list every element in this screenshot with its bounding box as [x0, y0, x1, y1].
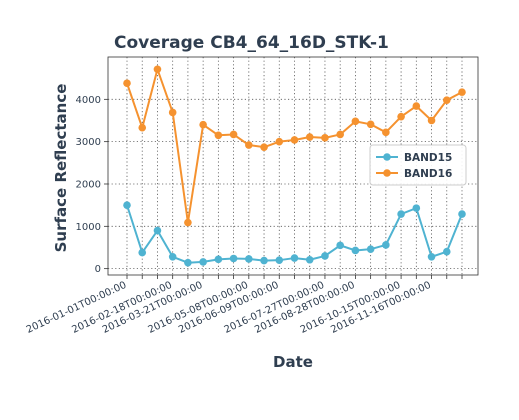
- legend-item-band15: BAND15: [376, 152, 452, 164]
- data-point-band16: [305, 133, 314, 141]
- y-tick-label: 0: [95, 264, 101, 275]
- data-point-band15: [397, 210, 405, 218]
- data-point-band16: [275, 137, 284, 146]
- data-point-band15: [305, 255, 314, 264]
- data-point-band16: [138, 123, 147, 132]
- data-point-band15: [321, 252, 329, 260]
- data-point-band15: [138, 248, 147, 257]
- data-point-band15: [290, 254, 299, 262]
- y-tick-label: 3000: [76, 137, 101, 148]
- data-point-band16: [153, 65, 162, 74]
- data-point-band15: [366, 245, 375, 253]
- data-point-band15: [351, 246, 360, 255]
- data-point-band15: [382, 241, 390, 249]
- data-point-band15: [336, 241, 344, 250]
- y-axis-ticks: 0 1000 2000 3000 4000: [76, 95, 108, 275]
- data-point-band16: [260, 143, 268, 151]
- legend-swatch-marker: [383, 153, 391, 161]
- legend-label: BAND16: [404, 168, 452, 180]
- data-point-band16: [245, 141, 253, 149]
- data-point-band15: [229, 254, 238, 263]
- data-point-band15: [153, 226, 162, 235]
- data-point-band15: [245, 255, 253, 263]
- x-axis-ticks: 2016-01-01T00:00:002016-02-18T00:00:0020…: [25, 275, 463, 336]
- data-point-band15: [184, 258, 192, 267]
- data-point-band16: [366, 120, 375, 129]
- chart-title: Coverage CB4_64_16D_STK-1: [114, 33, 389, 53]
- data-point-band16: [321, 134, 329, 142]
- data-point-band16: [458, 88, 466, 96]
- data-point-band15: [412, 204, 421, 212]
- data-point-band16: [214, 131, 223, 140]
- series-band16: [123, 65, 466, 227]
- data-point-band16: [184, 218, 192, 227]
- data-point-band15: [458, 210, 466, 218]
- y-axis-label: Surface Reflectance: [52, 84, 70, 253]
- data-point-band16: [229, 130, 238, 139]
- data-point-band16: [442, 96, 451, 104]
- data-point-band15: [199, 258, 207, 266]
- y-tick-label: 4000: [76, 95, 101, 106]
- data-point-band16: [351, 117, 360, 126]
- data-point-band16: [382, 128, 390, 137]
- plot-frame: [107, 56, 479, 276]
- data-point-band15: [123, 201, 131, 209]
- series-band15: [123, 201, 466, 267]
- data-point-band16: [397, 112, 405, 121]
- data-point-band15: [275, 256, 284, 264]
- data-point-band16: [123, 79, 131, 88]
- data-point-band16: [168, 108, 177, 117]
- legend-item-band16: BAND16: [376, 168, 452, 180]
- data-point-band15: [214, 255, 223, 264]
- legend-box: [369, 144, 467, 186]
- data-point-band16: [290, 136, 299, 144]
- data-point-band16: [199, 120, 207, 129]
- data-point-band15: [260, 256, 268, 265]
- data-point-band16: [336, 130, 344, 139]
- data-point-band16: [412, 102, 421, 110]
- legend-label: BAND15: [404, 152, 452, 164]
- data-point-band15: [168, 252, 177, 261]
- data-point-band15: [442, 247, 451, 256]
- data-point-band15: [427, 252, 436, 261]
- x-axis-label: Date: [273, 353, 313, 371]
- legend: BAND15 BAND16: [369, 144, 467, 186]
- y-tick-label: 2000: [76, 179, 101, 190]
- legend-swatch-marker: [383, 169, 391, 177]
- data-point-band16: [427, 116, 436, 125]
- series-layer: [123, 65, 466, 267]
- y-tick-label: 1000: [76, 222, 101, 233]
